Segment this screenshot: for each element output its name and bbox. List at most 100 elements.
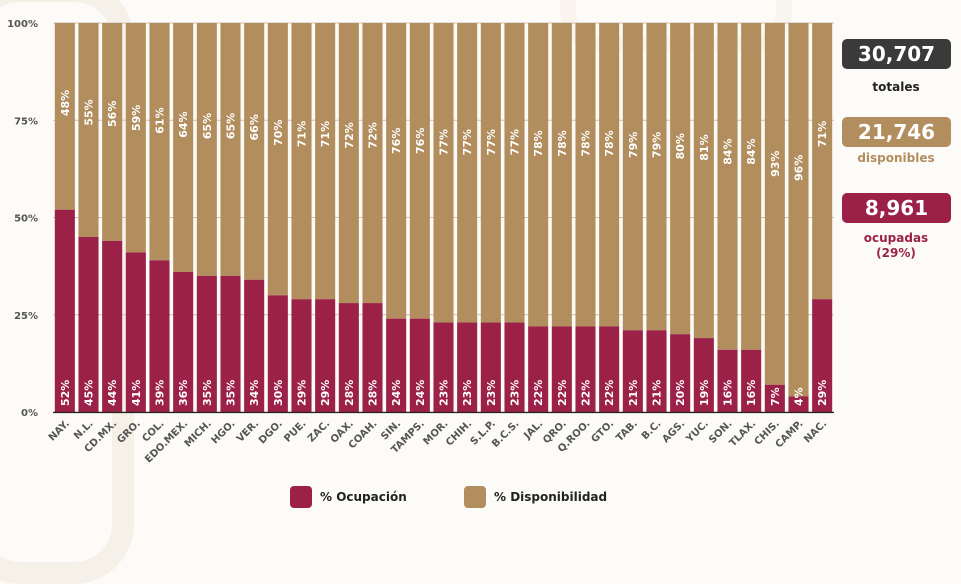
bar-disponibilidad <box>622 23 643 331</box>
bar-disponibilidad <box>386 23 407 319</box>
value-label-ocupacion: 22% <box>580 380 593 406</box>
value-label-disponibilidad: 70% <box>272 120 285 146</box>
bar-ocupacion <box>599 326 620 412</box>
x-tick-label: CHIH. <box>444 418 474 448</box>
bar-ocupacion <box>102 240 123 412</box>
x-tick-label: VER. <box>235 418 261 444</box>
bar-ocupacion <box>504 322 525 412</box>
value-label-ocupacion: 35% <box>225 380 238 406</box>
bars <box>54 23 833 412</box>
value-label-disponibilidad: 81% <box>698 134 711 160</box>
bar-ocupacion <box>386 318 407 412</box>
bar-ocupacion <box>173 271 194 412</box>
x-tick-label: PUE. <box>282 418 308 444</box>
bar-disponibilidad <box>78 23 99 237</box>
legend-swatch-ocupacion <box>290 486 312 508</box>
value-label-disponibilidad: 66% <box>248 114 261 140</box>
bar-disponibilidad <box>575 23 596 327</box>
value-label-ocupacion: 36% <box>177 380 190 406</box>
bar-disponibilidad <box>173 23 194 272</box>
bar-disponibilidad <box>646 23 667 331</box>
bar-disponibilidad <box>528 23 549 327</box>
bar-disponibilidad <box>764 23 785 385</box>
value-label-disponibilidad: 76% <box>390 128 403 154</box>
value-label-disponibilidad: 64% <box>177 111 190 137</box>
y-axis-ticks: 0% 25% 50% 75% 100% <box>7 19 38 419</box>
x-tick-label: GRO. <box>115 418 143 446</box>
bar-ocupacion <box>457 322 478 412</box>
bar-disponibilidad <box>693 23 714 339</box>
value-label-ocupacion: 30% <box>272 380 285 406</box>
value-label-disponibilidad: 79% <box>627 132 640 158</box>
value-label-disponibilidad: 71% <box>319 121 332 147</box>
legend-swatch-disponibilidad <box>464 486 486 508</box>
bar-ocupacion <box>764 384 785 412</box>
bar-ocupacion <box>812 299 833 412</box>
x-tick-label: NAC. <box>802 418 829 445</box>
value-label-ocupacion: 21% <box>651 380 664 406</box>
bar-disponibilidad <box>362 23 383 304</box>
value-label-ocupacion: 20% <box>674 380 687 406</box>
y-tick-label: 100% <box>7 19 38 30</box>
bar-disponibilidad <box>338 23 359 304</box>
bar-ocupacion <box>575 326 596 412</box>
disponibles-value-box: 21,746 <box>842 117 951 147</box>
bar-ocupacion <box>693 338 714 412</box>
x-tick-label: TLAX. <box>728 418 759 449</box>
stacked-bar-chart: 0% 25% 50% 75% 100% 52% 48% 45% 55% 44% 56% 41% 59%… <box>7 19 834 465</box>
bar-ocupacion <box>78 236 99 412</box>
value-label-ocupacion: 29% <box>296 380 309 406</box>
value-label-ocupacion: 23% <box>509 380 522 406</box>
bar-disponibilidad <box>54 23 75 210</box>
value-label-disponibilidad: 76% <box>414 128 427 154</box>
value-label-ocupacion: 34% <box>248 380 261 406</box>
bar-ocupacion <box>291 299 312 412</box>
ocupadas-value-box: 8,961 <box>842 193 951 223</box>
bar-disponibilidad <box>409 23 430 319</box>
bar-ocupacion <box>362 303 383 412</box>
bar-disponibilidad <box>315 23 336 300</box>
value-label-disponibilidad: 71% <box>816 121 829 147</box>
legend-item-disponibilidad: % Disponibilidad <box>464 486 607 508</box>
value-label-ocupacion: 23% <box>485 380 498 406</box>
value-label-ocupacion: 44% <box>106 380 119 406</box>
value-label-ocupacion: 39% <box>154 380 167 406</box>
value-label-ocupacion: 52% <box>59 380 72 406</box>
y-tick-label: 75% <box>14 116 38 127</box>
value-label-ocupacion: 29% <box>319 380 332 406</box>
value-label-ocupacion: 19% <box>698 380 711 406</box>
bar-disponibilidad <box>788 23 809 397</box>
totales-value-box: 30,707 <box>842 39 951 69</box>
value-label-ocupacion: 41% <box>130 380 143 406</box>
value-label-disponibilidad: 48% <box>59 90 72 116</box>
legend-label-disponibilidad: % Disponibilidad <box>494 490 608 504</box>
bar-disponibilidad <box>149 23 170 261</box>
value-label-disponibilidad: 96% <box>793 155 806 181</box>
legend-item-ocupacion: % Ocupación <box>290 486 407 508</box>
value-label-ocupacion: 22% <box>556 380 569 406</box>
value-label-disponibilidad: 72% <box>367 122 380 148</box>
ocupadas-label: ocupadas (29%) <box>835 231 957 261</box>
bar-ocupacion <box>480 322 501 412</box>
value-label-disponibilidad: 78% <box>556 130 569 156</box>
bar-disponibilidad <box>244 23 265 280</box>
value-label-ocupacion: 16% <box>722 380 735 406</box>
y-tick-label: 50% <box>14 214 38 225</box>
bar-ocupacion <box>622 330 643 412</box>
bar-ocupacion <box>717 349 738 412</box>
value-label-disponibilidad: 61% <box>154 107 167 133</box>
value-label-disponibilidad: 84% <box>722 138 735 164</box>
bar-disponibilidad <box>457 23 478 323</box>
value-label-disponibilidad: 72% <box>343 122 356 148</box>
bar-ocupacion <box>125 252 146 412</box>
value-label-ocupacion: 7% <box>769 387 782 406</box>
bar-ocupacion <box>433 322 454 412</box>
bar-ocupacion <box>244 279 265 412</box>
value-label-disponibilidad: 77% <box>485 129 498 155</box>
x-tick-label: AGS. <box>660 418 687 445</box>
x-tick-label: GTO. <box>589 418 616 445</box>
bar-disponibilidad <box>551 23 572 327</box>
value-label-ocupacion: 28% <box>367 380 380 406</box>
bar-ocupacion <box>741 349 762 412</box>
value-label-disponibilidad: 79% <box>651 132 664 158</box>
